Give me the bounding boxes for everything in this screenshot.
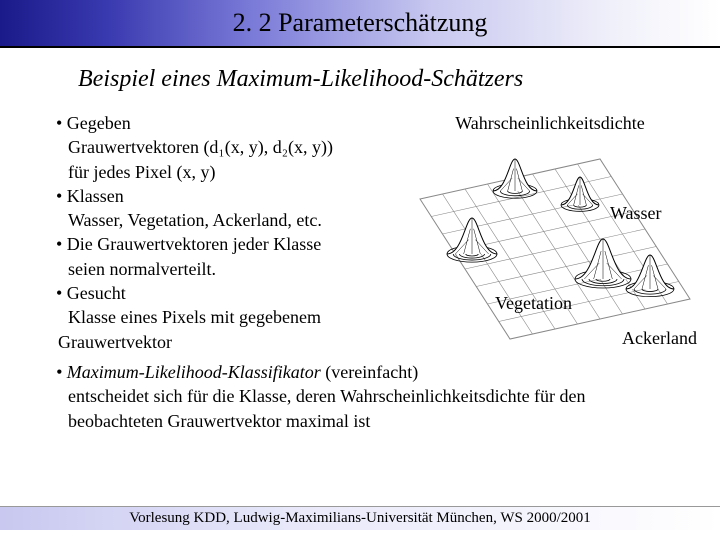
footer-bar: Vorlesung KDD, Ludwig-Maximilians-Univer… [0, 506, 720, 530]
bullet-gegeben-sub1: Grauwertvektoren (d₁(x, y), d₂(x, y)) [56, 135, 436, 159]
bullet-grauwert: • Die Grauwertvektoren jeder Klasse [56, 232, 436, 256]
label-ackerland: Ackerland [622, 326, 697, 350]
label-wasser: Wasser [610, 201, 662, 225]
bullet-gesucht: • Gesucht [56, 281, 436, 305]
bullet-grauwert-sub: seien normalverteilt. [56, 257, 436, 281]
diagram-region: Wahrscheinlichkeitsdichte Wasser Vegetat… [400, 111, 700, 391]
bullet-gesucht-sub2: Grauwertvektor [56, 330, 436, 354]
ml-classifier-line3: beobachteten Grauwertvektor maximal ist [56, 409, 680, 433]
title-bar: 2. 2 Parameterschätzung [0, 0, 720, 48]
bullet-gegeben-sub2: für jedes Pixel (x, y) [56, 160, 436, 184]
density-diagram [400, 139, 700, 349]
bullet-klassen: • Klassen [56, 184, 436, 208]
bullet-list: • Gegeben Grauwertvektoren (d₁(x, y), d₂… [56, 111, 436, 354]
diagram-title: Wahrscheinlichkeitsdichte [400, 111, 700, 135]
footer-text: Vorlesung KDD, Ludwig-Maximilians-Univer… [129, 510, 590, 527]
ml-classifier-italic: • Maximum-Likelihood-Klassifikator [56, 362, 321, 382]
bullet-klassen-sub: Wasser, Vegetation, Ackerland, etc. [56, 208, 436, 232]
page-title: 2. 2 Parameterschätzung [233, 8, 488, 38]
slide-subtitle: Beispiel eines Maximum-Likelihood-Schätz… [78, 66, 720, 93]
bullet-gesucht-sub: Klasse eines Pixels mit gegebenem [56, 305, 436, 329]
content-region: • Gegeben Grauwertvektoren (d₁(x, y), d₂… [0, 111, 720, 433]
label-vegetation: Vegetation [495, 291, 572, 315]
bullet-gegeben: • Gegeben [56, 111, 436, 135]
